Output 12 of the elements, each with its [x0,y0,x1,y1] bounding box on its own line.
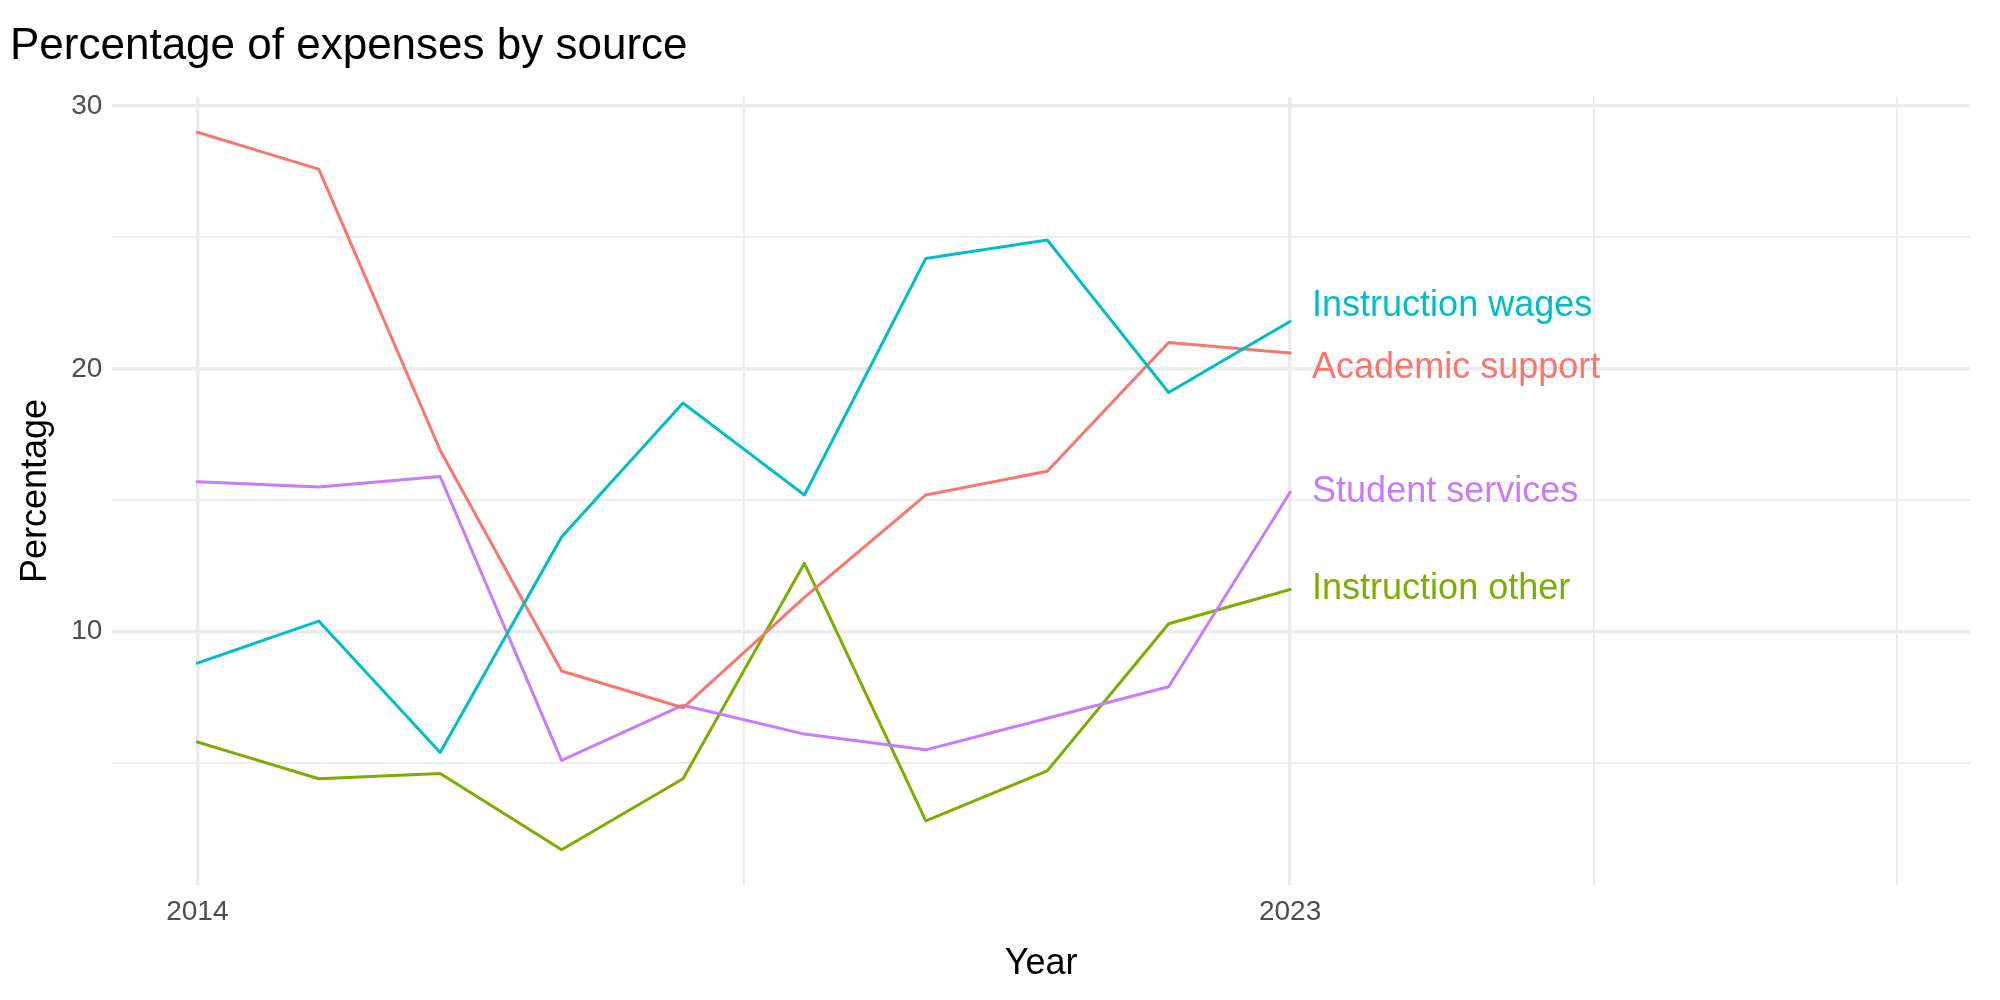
series-label: Instruction other [1312,566,1571,608]
y-tick-label: 30 [71,88,103,120]
x-tick-label: 2023 [1258,894,1322,926]
y-tick-label: 10 [71,614,103,646]
series-label: Student services [1312,469,1579,511]
y-axis-title: Percentage [12,398,54,584]
series-label: Instruction wages [1312,283,1593,325]
chart-title: Percentage of expenses by source [10,18,688,68]
x-axis-title: Year [1004,941,1078,983]
series-label: Academic support [1312,345,1601,387]
x-tick-label: 2014 [166,894,229,926]
y-tick-label: 20 [71,351,103,383]
